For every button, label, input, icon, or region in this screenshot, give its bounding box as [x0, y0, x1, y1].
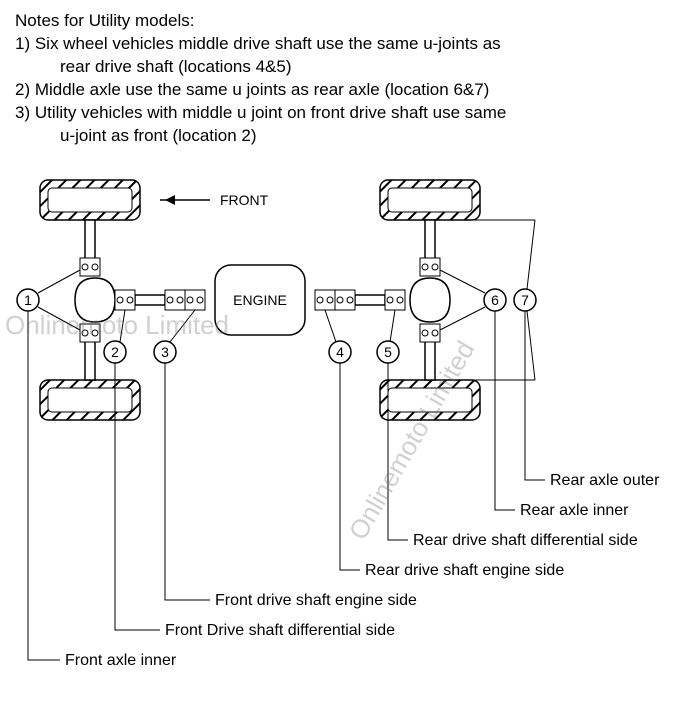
- diagram-svg: FRONT: [0, 160, 700, 700]
- ujoint-pos3b: [185, 290, 205, 310]
- svg-text:1: 1: [24, 292, 32, 308]
- ujoint-pos4b: [315, 290, 335, 310]
- notes-title: Notes for Utility models:: [15, 10, 685, 33]
- svg-text:Front axle inner: Front axle inner: [65, 652, 177, 669]
- drivetrain-diagram: Onlinemoto Limited Onlinemoto Limited: [0, 160, 700, 700]
- svg-text:3: 3: [161, 344, 169, 360]
- ujoint-pos5: [385, 290, 405, 310]
- svg-text:5: 5: [384, 344, 392, 360]
- notes-line3a: 3) Utility vehicles with middle u joint …: [15, 102, 685, 125]
- notes-line1b: rear drive shaft (locations 4&5): [15, 56, 685, 79]
- svg-text:7: 7: [521, 292, 529, 308]
- engine-label: ENGINE: [233, 292, 287, 308]
- svg-text:Rear drive shaft differential: Rear drive shaft differential side: [413, 532, 638, 549]
- rear-diff: [410, 278, 450, 322]
- notes-line2: 2) Middle axle use the same u joints as …: [15, 79, 685, 102]
- notes-line3b: u-joint as front (location 2): [15, 125, 685, 148]
- svg-text:Front Drive shaft differential: Front Drive shaft differential side: [165, 622, 395, 639]
- ujoint-pos3: [165, 290, 185, 310]
- ujoint-rear-bottom: [420, 324, 440, 342]
- ujoint-front-bottom: [80, 324, 100, 342]
- ujoint-pos4: [335, 290, 355, 310]
- svg-text:6: 6: [491, 292, 499, 308]
- front-label: FRONT: [220, 192, 269, 208]
- ujoint-pos2: [115, 290, 135, 310]
- svg-text:2: 2: [111, 344, 119, 360]
- ujoint-rear-top: [420, 258, 440, 276]
- front-diff: [75, 278, 115, 322]
- notes-line1a: 1) Six wheel vehicles middle drive shaft…: [15, 33, 685, 56]
- svg-text:Rear drive shaft engine side: Rear drive shaft engine side: [365, 562, 564, 579]
- svg-text:Rear axle inner: Rear axle inner: [520, 502, 629, 519]
- svg-text:Rear axle outer: Rear axle outer: [550, 472, 660, 489]
- ujoint-front-top: [80, 258, 100, 276]
- svg-text:Front drive shaft engine side: Front drive shaft engine side: [215, 592, 417, 609]
- label-texts: Rear axle outer Rear axle inner Rear dri…: [65, 472, 660, 669]
- notes-block: Notes for Utility models: 1) Six wheel v…: [0, 0, 700, 148]
- svg-text:4: 4: [336, 344, 344, 360]
